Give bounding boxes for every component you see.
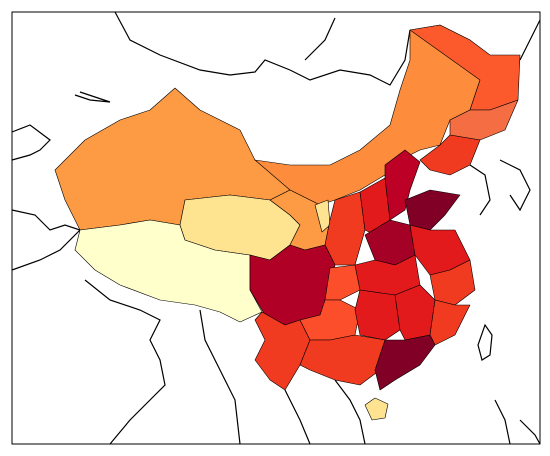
region <box>409 24 521 111</box>
region <box>364 397 389 421</box>
region <box>299 334 386 386</box>
border <box>304 17 336 61</box>
border <box>74 91 111 103</box>
border <box>84 279 166 445</box>
country-borders <box>11 11 541 445</box>
border <box>199 309 241 445</box>
border <box>334 379 366 445</box>
region <box>449 99 519 141</box>
border <box>11 209 82 271</box>
region <box>419 134 481 176</box>
region <box>254 311 311 391</box>
border <box>494 399 511 445</box>
taiwan <box>477 323 493 361</box>
border <box>469 164 491 216</box>
border <box>11 124 51 161</box>
border <box>114 11 411 86</box>
region <box>374 334 436 391</box>
border <box>519 419 541 445</box>
regions <box>54 24 521 421</box>
region <box>324 264 361 301</box>
region <box>354 289 401 341</box>
border <box>519 19 541 61</box>
border <box>499 159 531 212</box>
border <box>284 389 311 445</box>
